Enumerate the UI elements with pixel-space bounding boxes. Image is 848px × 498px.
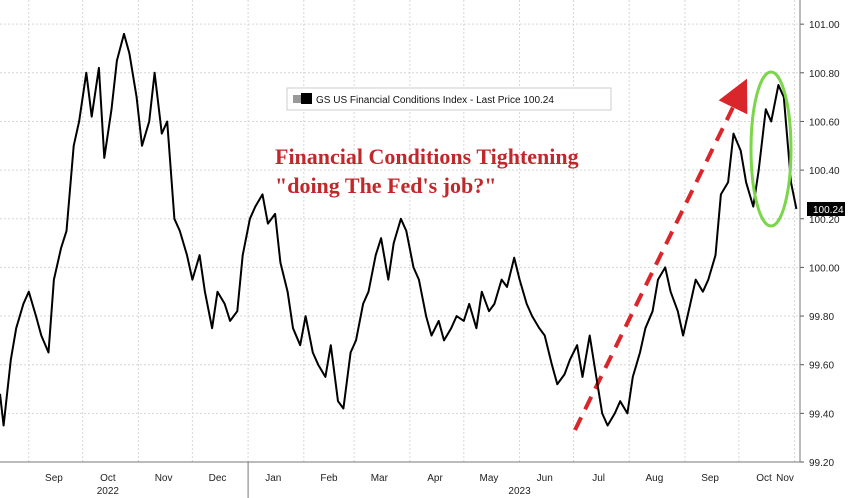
y-tick-label: 99.20 <box>809 458 834 469</box>
last-price-tag: 100.24 <box>807 202 845 216</box>
annotation-line-2: "doing The Fed's job?" <box>275 173 496 198</box>
x-tick-label: Aug <box>645 473 663 484</box>
y-tick-label: 101.00 <box>809 20 840 31</box>
x-tick-label: May <box>480 473 499 484</box>
x-tick-label: Jun <box>537 473 553 484</box>
y-tick-label: 100.40 <box>809 166 840 177</box>
tightening-arrow <box>573 78 748 431</box>
y-tick-label: 100.20 <box>809 215 840 226</box>
annotation-line-1: Financial Conditions Tightening <box>275 144 579 169</box>
x-tick-label: Feb <box>320 473 338 484</box>
y-tick-label: 100.60 <box>809 117 840 128</box>
y-tick-label: 100.00 <box>809 263 840 274</box>
legend-swatch <box>301 93 312 104</box>
year-label-2023: 2023 <box>508 486 531 497</box>
x-tick-label: Jul <box>592 473 605 484</box>
last-price-tag-text: 100.24 <box>813 205 844 216</box>
x-tick-label: Sep <box>701 473 719 484</box>
y-tick-label: 99.60 <box>809 361 834 372</box>
x-axis: Sep Oct Nov Dec Jan Feb Mar Apr May Jun Jul Aug Sep O… <box>0 461 800 498</box>
recent-highlight-ellipse <box>749 70 793 228</box>
annotation: Financial Conditions Tightening "doing T… <box>275 144 579 198</box>
x-tick-label: Mar <box>371 473 389 484</box>
legend-swatch-grey <box>293 95 301 103</box>
x-tick-label: Oct <box>100 473 116 484</box>
legend-text: GS US Financial Conditions Index - Last … <box>316 95 554 106</box>
x-tick-label: Dec <box>209 473 227 484</box>
year-label-2022: 2022 <box>97 486 120 497</box>
legend: GS US Financial Conditions Index - Last … <box>286 87 612 111</box>
series-line <box>0 32 798 427</box>
x-tick-label: Oct <box>756 473 772 484</box>
y-tick-label: 100.80 <box>809 69 840 80</box>
legend-box <box>286 87 612 111</box>
y-axis: 99.20 99.40 99.60 99.80 100.00 100.20 100.40 10… <box>799 0 840 469</box>
last-price-tag-box <box>807 202 845 216</box>
x-tick-label: Sep <box>45 473 63 484</box>
y-tick-label: 99.40 <box>809 409 834 420</box>
x-tick-label: Apr <box>427 473 443 484</box>
x-tick-label: Nov <box>155 473 173 484</box>
x-tick-label: Jan <box>265 473 281 484</box>
series-group <box>0 32 798 427</box>
y-tick-label: 99.80 <box>809 312 834 323</box>
x-tick-label: Nov <box>776 473 794 484</box>
